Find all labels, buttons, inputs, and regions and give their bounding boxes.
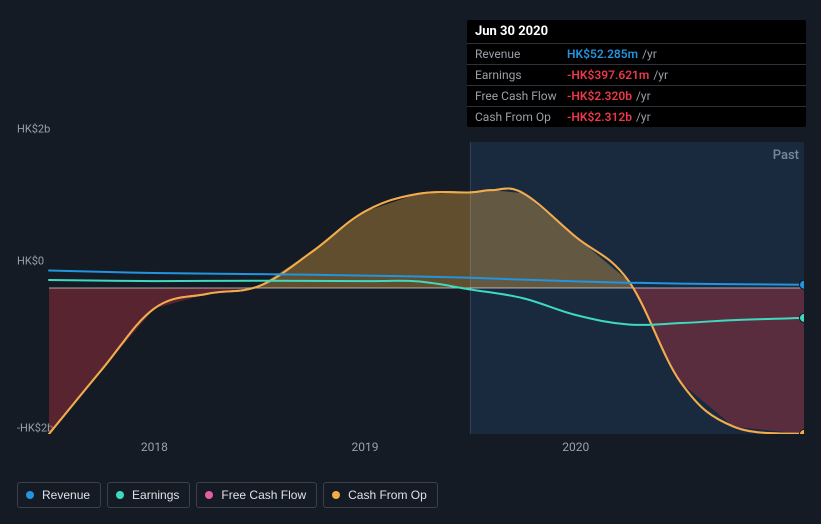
legend-dot-icon bbox=[205, 491, 213, 499]
y-tick-label: HK$2b bbox=[17, 123, 50, 136]
x-tick-label: 2018 bbox=[141, 440, 168, 454]
tooltip-row-cfo: Cash From Op -HK$2.312b /yr bbox=[467, 107, 806, 127]
legend-label: Revenue bbox=[42, 488, 90, 502]
x-tick-label: 2019 bbox=[352, 440, 379, 454]
legend-label: Free Cash Flow bbox=[221, 488, 306, 502]
tooltip-value: HK$52.285m bbox=[567, 48, 638, 60]
tooltip-unit: /yr bbox=[653, 69, 668, 81]
legend-item-earnings[interactable]: Earnings bbox=[107, 482, 190, 508]
tooltip-row-fcf: Free Cash Flow -HK$2.320b /yr bbox=[467, 86, 806, 107]
legend: Revenue Earnings Free Cash Flow Cash Fro… bbox=[17, 482, 438, 508]
tooltip-row-earnings: Earnings -HK$397.621m /yr bbox=[467, 65, 806, 86]
tooltip-date: Jun 30 2020 bbox=[467, 20, 806, 44]
tooltip-label: Free Cash Flow bbox=[475, 90, 567, 102]
x-tick-label: 2020 bbox=[562, 440, 589, 454]
legend-item-fcf[interactable]: Free Cash Flow bbox=[196, 482, 317, 508]
tooltip-unit: /yr bbox=[636, 111, 651, 123]
legend-dot-icon bbox=[26, 491, 34, 499]
tooltip-unit: /yr bbox=[642, 48, 657, 60]
legend-label: Cash From Op bbox=[348, 488, 427, 502]
tooltip: Jun 30 2020 Revenue HK$52.285m /yr Earni… bbox=[467, 20, 806, 127]
chart-svg bbox=[17, 142, 804, 434]
legend-dot-icon bbox=[332, 491, 340, 499]
tooltip-unit: /yr bbox=[636, 90, 651, 102]
tooltip-value: -HK$2.312b bbox=[567, 111, 632, 123]
tooltip-row-revenue: Revenue HK$52.285m /yr bbox=[467, 44, 806, 65]
tooltip-label: Earnings bbox=[475, 69, 567, 81]
chart-area[interactable] bbox=[17, 142, 804, 434]
legend-item-cfo[interactable]: Cash From Op bbox=[323, 482, 438, 508]
legend-dot-icon bbox=[116, 491, 124, 499]
tooltip-value: -HK$397.621m bbox=[567, 69, 649, 81]
tooltip-label: Cash From Op bbox=[475, 111, 567, 123]
tooltip-label: Revenue bbox=[475, 48, 567, 60]
legend-item-revenue[interactable]: Revenue bbox=[17, 482, 101, 508]
legend-label: Earnings bbox=[132, 488, 179, 502]
tooltip-value: -HK$2.320b bbox=[567, 90, 632, 102]
